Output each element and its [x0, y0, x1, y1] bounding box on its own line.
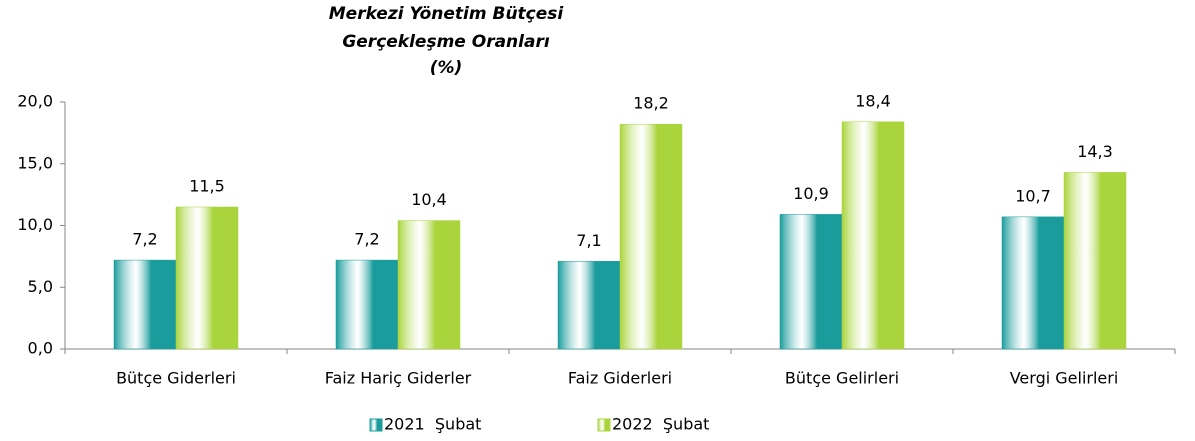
value-label: 14,3 [1077, 142, 1113, 161]
x-tick-label: Vergi Gelirleri [1010, 369, 1119, 388]
x-tick-label: Bütçe Gelirleri [785, 369, 899, 388]
chart-title: (%) [430, 58, 463, 78]
bar [619, 123, 683, 350]
x-tick-label: Faiz Hariç Giderler [325, 369, 472, 388]
chart-title: Merkezi Yönetim Bütçesi [329, 4, 565, 24]
y-tick-label: 10,0 [17, 215, 53, 234]
legend-swatch [597, 418, 611, 432]
value-label: 10,7 [1015, 186, 1051, 205]
bar [1001, 216, 1065, 350]
y-tick-label: 0,0 [28, 339, 53, 358]
value-label: 7,2 [354, 230, 379, 249]
legend-swatch [369, 418, 383, 432]
bar [841, 121, 905, 350]
y-tick-label: 15,0 [17, 153, 53, 172]
bar [1063, 172, 1127, 350]
bar [397, 220, 461, 350]
y-tick-label: 20,0 [17, 92, 53, 111]
legend-label: 2021 Şubat [384, 415, 481, 434]
value-label: 10,9 [793, 184, 829, 203]
value-label: 18,2 [633, 94, 669, 113]
bar [113, 259, 177, 350]
bar [175, 206, 239, 350]
value-label: 7,2 [132, 230, 157, 249]
value-label: 10,4 [411, 190, 447, 209]
chart-title: Gerçekleşme Oranları [342, 32, 550, 52]
x-tick-label: Faiz Giderleri [568, 369, 672, 388]
x-tick-label: Bütçe Giderleri [116, 369, 236, 388]
value-label: 18,4 [855, 91, 891, 110]
bar [335, 259, 399, 350]
value-label: 11,5 [189, 176, 225, 195]
bar [779, 214, 843, 350]
bar [557, 261, 621, 350]
value-label: 7,1 [576, 231, 601, 250]
y-tick-label: 5,0 [28, 277, 53, 296]
legend-label: 2022 Şubat [612, 415, 709, 434]
